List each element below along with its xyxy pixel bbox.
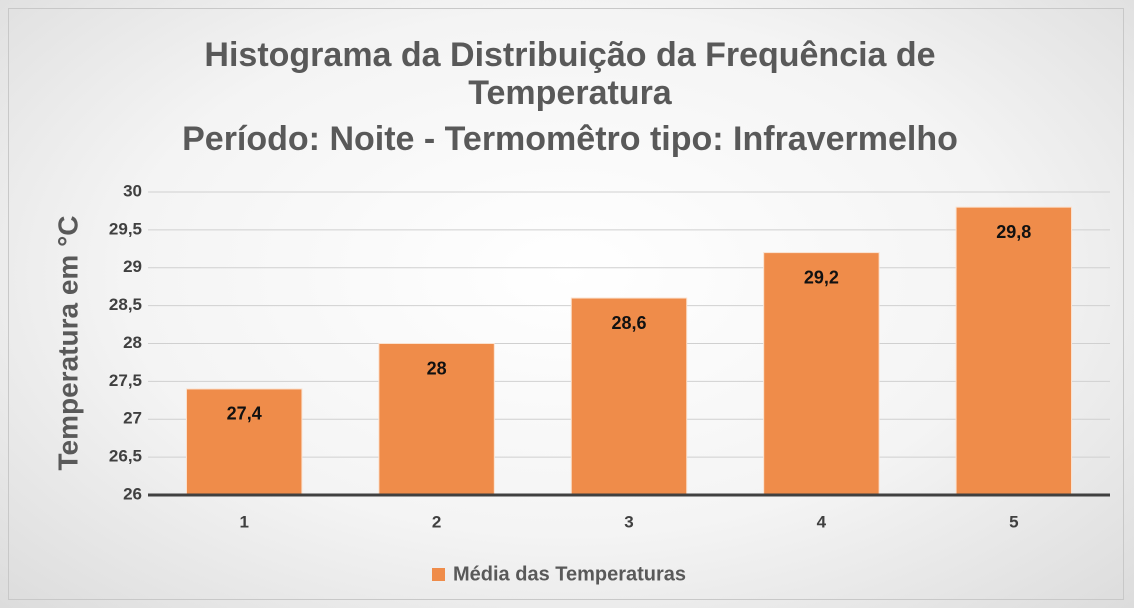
chart-subtitle: Período: Noite - Termomêtro tipo: Infrav…: [182, 120, 958, 158]
y-tick-label: 29,5: [109, 219, 142, 238]
value-label: 29,8: [996, 222, 1031, 242]
value-label: 28,6: [611, 313, 646, 333]
chart-title: Histograma da Distribuição da Frequência…: [204, 36, 936, 112]
bar: [955, 206, 1073, 496]
y-tick-label: 27: [123, 409, 142, 428]
x-tick-label: 4: [817, 512, 827, 531]
x-tick-label: 1: [239, 512, 248, 531]
y-tick-label: 27,5: [109, 371, 142, 390]
y-tick-label: 29: [123, 257, 142, 276]
value-label: 28: [427, 358, 447, 378]
bar: [185, 388, 303, 496]
legend-swatch: [432, 568, 445, 581]
bar: [570, 297, 688, 496]
x-tick-label: 5: [1009, 512, 1018, 531]
y-tick-label: 26,5: [109, 447, 142, 466]
x-tick-label: 2: [432, 512, 441, 531]
y-axis-label: Temperatura em °C: [52, 216, 83, 471]
value-label: 29,2: [804, 267, 839, 287]
y-tick-label: 26: [123, 484, 142, 503]
bar: [763, 252, 880, 496]
bar: [378, 343, 495, 496]
value-label: 27,4: [227, 404, 262, 424]
y-tick-label: 28: [123, 333, 142, 352]
chart-frame: [8, 8, 1124, 600]
y-tick-label: 30: [123, 181, 142, 200]
legend-label: Média das Temperaturas: [453, 563, 686, 585]
y-tick-label: 28,5: [109, 295, 142, 314]
x-tick-label: 3: [624, 512, 633, 531]
